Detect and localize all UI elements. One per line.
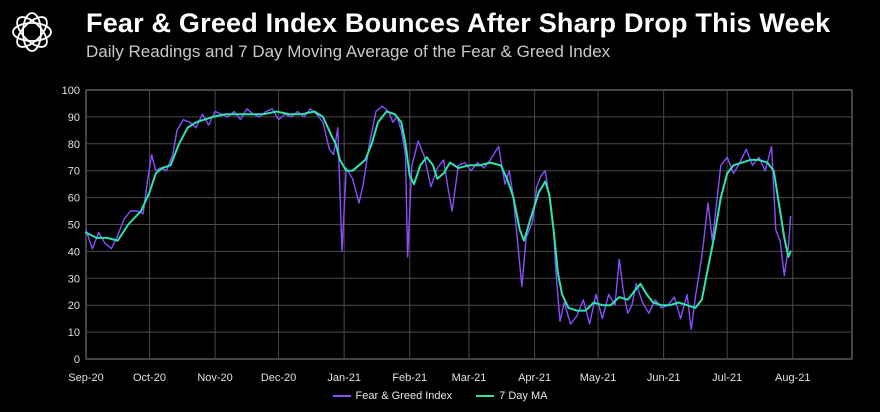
x-tick-label: Feb-21 <box>392 372 427 384</box>
series-line-fear-greed <box>85 105 792 331</box>
y-tick-label: 0 <box>74 354 80 366</box>
legend-swatch-ma <box>476 395 495 397</box>
y-tick-label: 30 <box>68 273 80 285</box>
x-tick-label: May-21 <box>580 372 617 384</box>
x-tick-label: Jun-21 <box>647 372 681 384</box>
chart-title: Fear & Greed Index Bounces After Sharp D… <box>86 8 831 38</box>
y-tick-label: 100 <box>62 85 80 97</box>
y-tick-label: 70 <box>68 166 80 178</box>
legend: Fear & Greed Index 7 Day MA <box>0 390 880 402</box>
legend-label-ma: 7 Day MA <box>499 390 548 402</box>
legend-label-daily: Fear & Greed Index <box>355 390 453 402</box>
x-tick-label: Jul-21 <box>712 372 742 384</box>
series-line-7-day-ma <box>85 110 792 312</box>
y-tick-label: 60 <box>68 193 80 205</box>
x-tick-label: Nov-20 <box>197 372 232 384</box>
legend-swatch-daily <box>332 395 351 397</box>
legend-item-ma: 7 Day MA <box>476 390 547 402</box>
x-tick-label: Aug-21 <box>775 372 810 384</box>
y-tick-label: 50 <box>68 220 80 232</box>
x-tick-label: Mar-21 <box>452 372 487 384</box>
x-tick-label: Sep-20 <box>68 372 103 384</box>
x-tick-label: Apr-21 <box>518 372 551 384</box>
y-tick-label: 80 <box>68 139 80 151</box>
x-tick-label: Jan-21 <box>327 372 361 384</box>
chart-subtitle: Daily Readings and 7 Day Moving Average … <box>86 42 611 61</box>
x-tick-label: Oct-20 <box>133 372 166 384</box>
y-tick-label: 20 <box>68 300 80 312</box>
y-tick-label: 10 <box>68 327 80 339</box>
y-tick-label: 40 <box>68 246 80 258</box>
logo-icon <box>12 12 52 52</box>
x-tick-label: Dec-20 <box>261 372 296 384</box>
legend-item-daily: Fear & Greed Index <box>332 390 453 402</box>
y-tick-label: 90 <box>68 112 80 124</box>
